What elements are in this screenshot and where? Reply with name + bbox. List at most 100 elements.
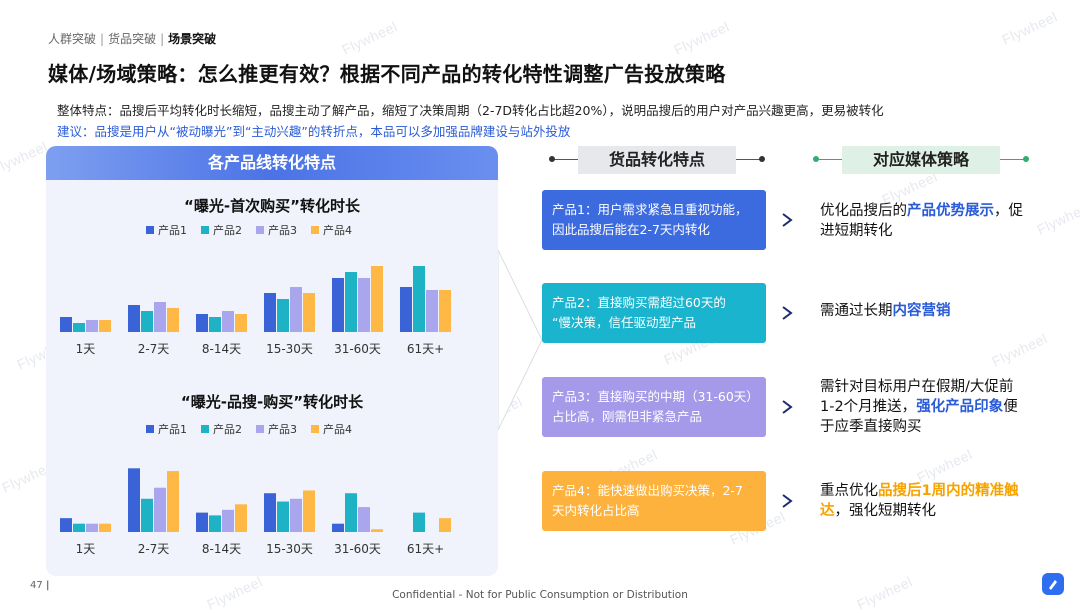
page-title: 媒体/场域策略：怎么推更有效？根据不同产品的转化特性调整广告投放策略 <box>48 62 726 86</box>
legend-swatch <box>256 226 264 234</box>
product-text: 产品4：能快速做出购买决策，2-7 <box>552 483 743 498</box>
breadcrumb: 人群突破 | 货品突破 | 场景突破 <box>48 32 217 46</box>
bar <box>264 493 276 532</box>
bar <box>345 272 357 332</box>
page-number: 47 | <box>30 580 50 591</box>
product-text: 占比高，刚需但非紧急产品 <box>552 409 703 424</box>
breadcrumb-item-people[interactable]: 人群突破 <box>48 32 97 46</box>
bar-chart-search-purchase: 1天 2-7天 8-14天 15-30天 31-60天 61天+ <box>60 468 451 556</box>
bar <box>154 487 166 532</box>
x-tick-label: 1天 <box>76 342 96 356</box>
product-card-4: 产品4：能快速做出购买决策，2-7 天内转化占比高 <box>542 471 766 531</box>
legend-label: 产品2 <box>213 224 242 237</box>
legend-item: 产品4 <box>311 421 352 437</box>
x-tick-label: 15-30天 <box>266 342 313 356</box>
bar <box>277 299 289 332</box>
bar <box>303 293 315 332</box>
x-tick-label: 2-7天 <box>138 542 170 556</box>
legend-swatch <box>201 425 209 433</box>
product-text: 产品1：用户需求紧急且重视功能， <box>552 202 748 217</box>
bar <box>235 314 247 332</box>
bar <box>86 320 98 332</box>
x-tick-label: 15-30天 <box>266 542 313 556</box>
strategy-column-header: 对应媒体策略 <box>842 146 1000 174</box>
legend-label: 产品3 <box>268 224 297 237</box>
x-tick-label: 31-60天 <box>334 342 381 356</box>
strategy-highlight: 强化产品印象 <box>916 399 1004 415</box>
product-card-2: 产品2：直接购买需超过60天的 “慢决策，信任驱动型产品 <box>542 283 766 343</box>
legend-label: 产品1 <box>158 423 187 436</box>
strategy-text-1: 优化品搜后的产品优势展示，促进短期转化 <box>820 201 1030 241</box>
strategy-text: 需针对目标用户在假期/大促前1-2个月推送， <box>820 379 1014 415</box>
watermark: Flywheel <box>1034 198 1080 238</box>
legend-swatch <box>256 425 264 433</box>
bar <box>264 293 276 332</box>
strategy-text-3: 需针对目标用户在假期/大促前1-2个月推送，强化产品印象便于应季直接购买 <box>820 377 1025 437</box>
legend-item: 产品2 <box>201 421 242 437</box>
products-column-header: 货品转化特点 <box>578 146 736 174</box>
bar <box>371 266 383 332</box>
chevron-divider-icon <box>498 250 543 430</box>
legend-label: 产品4 <box>323 224 352 237</box>
bar <box>141 498 153 532</box>
legend-item: 产品3 <box>256 421 297 437</box>
legend-label: 产品2 <box>213 423 242 436</box>
legend-swatch <box>146 425 154 433</box>
bar <box>196 512 208 532</box>
bar <box>86 523 98 532</box>
chart-title: “曝光-首次购买”转化时长 <box>184 197 360 215</box>
bar <box>235 504 247 532</box>
bar <box>73 323 85 332</box>
breadcrumb-item-goods[interactable]: 货品突破 <box>108 32 157 46</box>
x-tick-label: 31-60天 <box>334 542 381 556</box>
bar <box>290 287 302 332</box>
x-tick-label: 8-14天 <box>202 342 241 356</box>
strategy-text: 优化品搜后的 <box>820 203 907 219</box>
product-text: 产品2：直接购买需超过60天的 <box>552 295 726 310</box>
header-dot <box>813 156 819 162</box>
bar <box>439 290 451 332</box>
bar <box>196 314 208 332</box>
legend-swatch <box>311 425 319 433</box>
legend-item: 产品3 <box>256 222 297 238</box>
bar <box>209 317 221 332</box>
arrow-right-icon <box>782 306 793 320</box>
legend-item: 产品1 <box>146 222 187 238</box>
product-card-3: 产品3：直接购买的中期（31-60天） 占比高，刚需但非紧急产品 <box>542 377 766 437</box>
flywheel-logo-icon <box>1042 573 1064 595</box>
strategy-text-2: 需通过长期内容营销 <box>820 301 1040 321</box>
bar <box>167 308 179 332</box>
legend-label: 产品4 <box>323 423 352 436</box>
product-text: 产品3：直接购买的中期（31-60天） <box>552 389 759 404</box>
bar <box>60 518 72 532</box>
header-dot <box>759 156 765 162</box>
bar <box>290 498 302 532</box>
legend-swatch <box>146 226 154 234</box>
x-tick-label: 2-7天 <box>138 342 170 356</box>
bar <box>426 290 438 332</box>
legend-item: 产品2 <box>201 222 242 238</box>
bar <box>222 509 234 532</box>
bar <box>222 311 234 332</box>
bar <box>141 311 153 332</box>
x-tick-label: 61天+ <box>407 342 444 356</box>
bar <box>413 266 425 332</box>
page-number-text: 47 <box>30 580 43 591</box>
breadcrumb-item-scene[interactable]: 场景突破 <box>168 32 217 46</box>
watermark: Flywheel <box>339 18 400 58</box>
strategy-highlight: 产品优势展示 <box>907 203 994 219</box>
bar-chart-first-purchase: 1天 2-7天 8-14天 15-30天 31-60天 61天+ <box>60 266 451 356</box>
strategy-highlight: 品搜后1周内的精准触达 <box>820 483 1019 519</box>
header-dot <box>549 156 555 162</box>
strategy-text: ，强化短期转化 <box>834 503 937 519</box>
legend-item: 产品4 <box>311 222 352 238</box>
watermark: Flywheel <box>999 8 1060 48</box>
product-text: 因此品搜后能在2-7天内转化 <box>552 222 710 237</box>
strategy-text: 重点优化 <box>820 483 878 499</box>
bar <box>358 278 370 332</box>
chart-legend: 产品1 产品2 产品3 产品4 <box>146 421 352 437</box>
header-dot <box>1023 156 1029 162</box>
product-text: 天内转化占比高 <box>552 503 640 518</box>
watermark: Flywheel <box>671 18 732 58</box>
summary-text: 整体特点：品搜后平均转化时长缩短，品搜主动了解产品，缩短了决策周期（2-7D转化… <box>57 103 884 118</box>
